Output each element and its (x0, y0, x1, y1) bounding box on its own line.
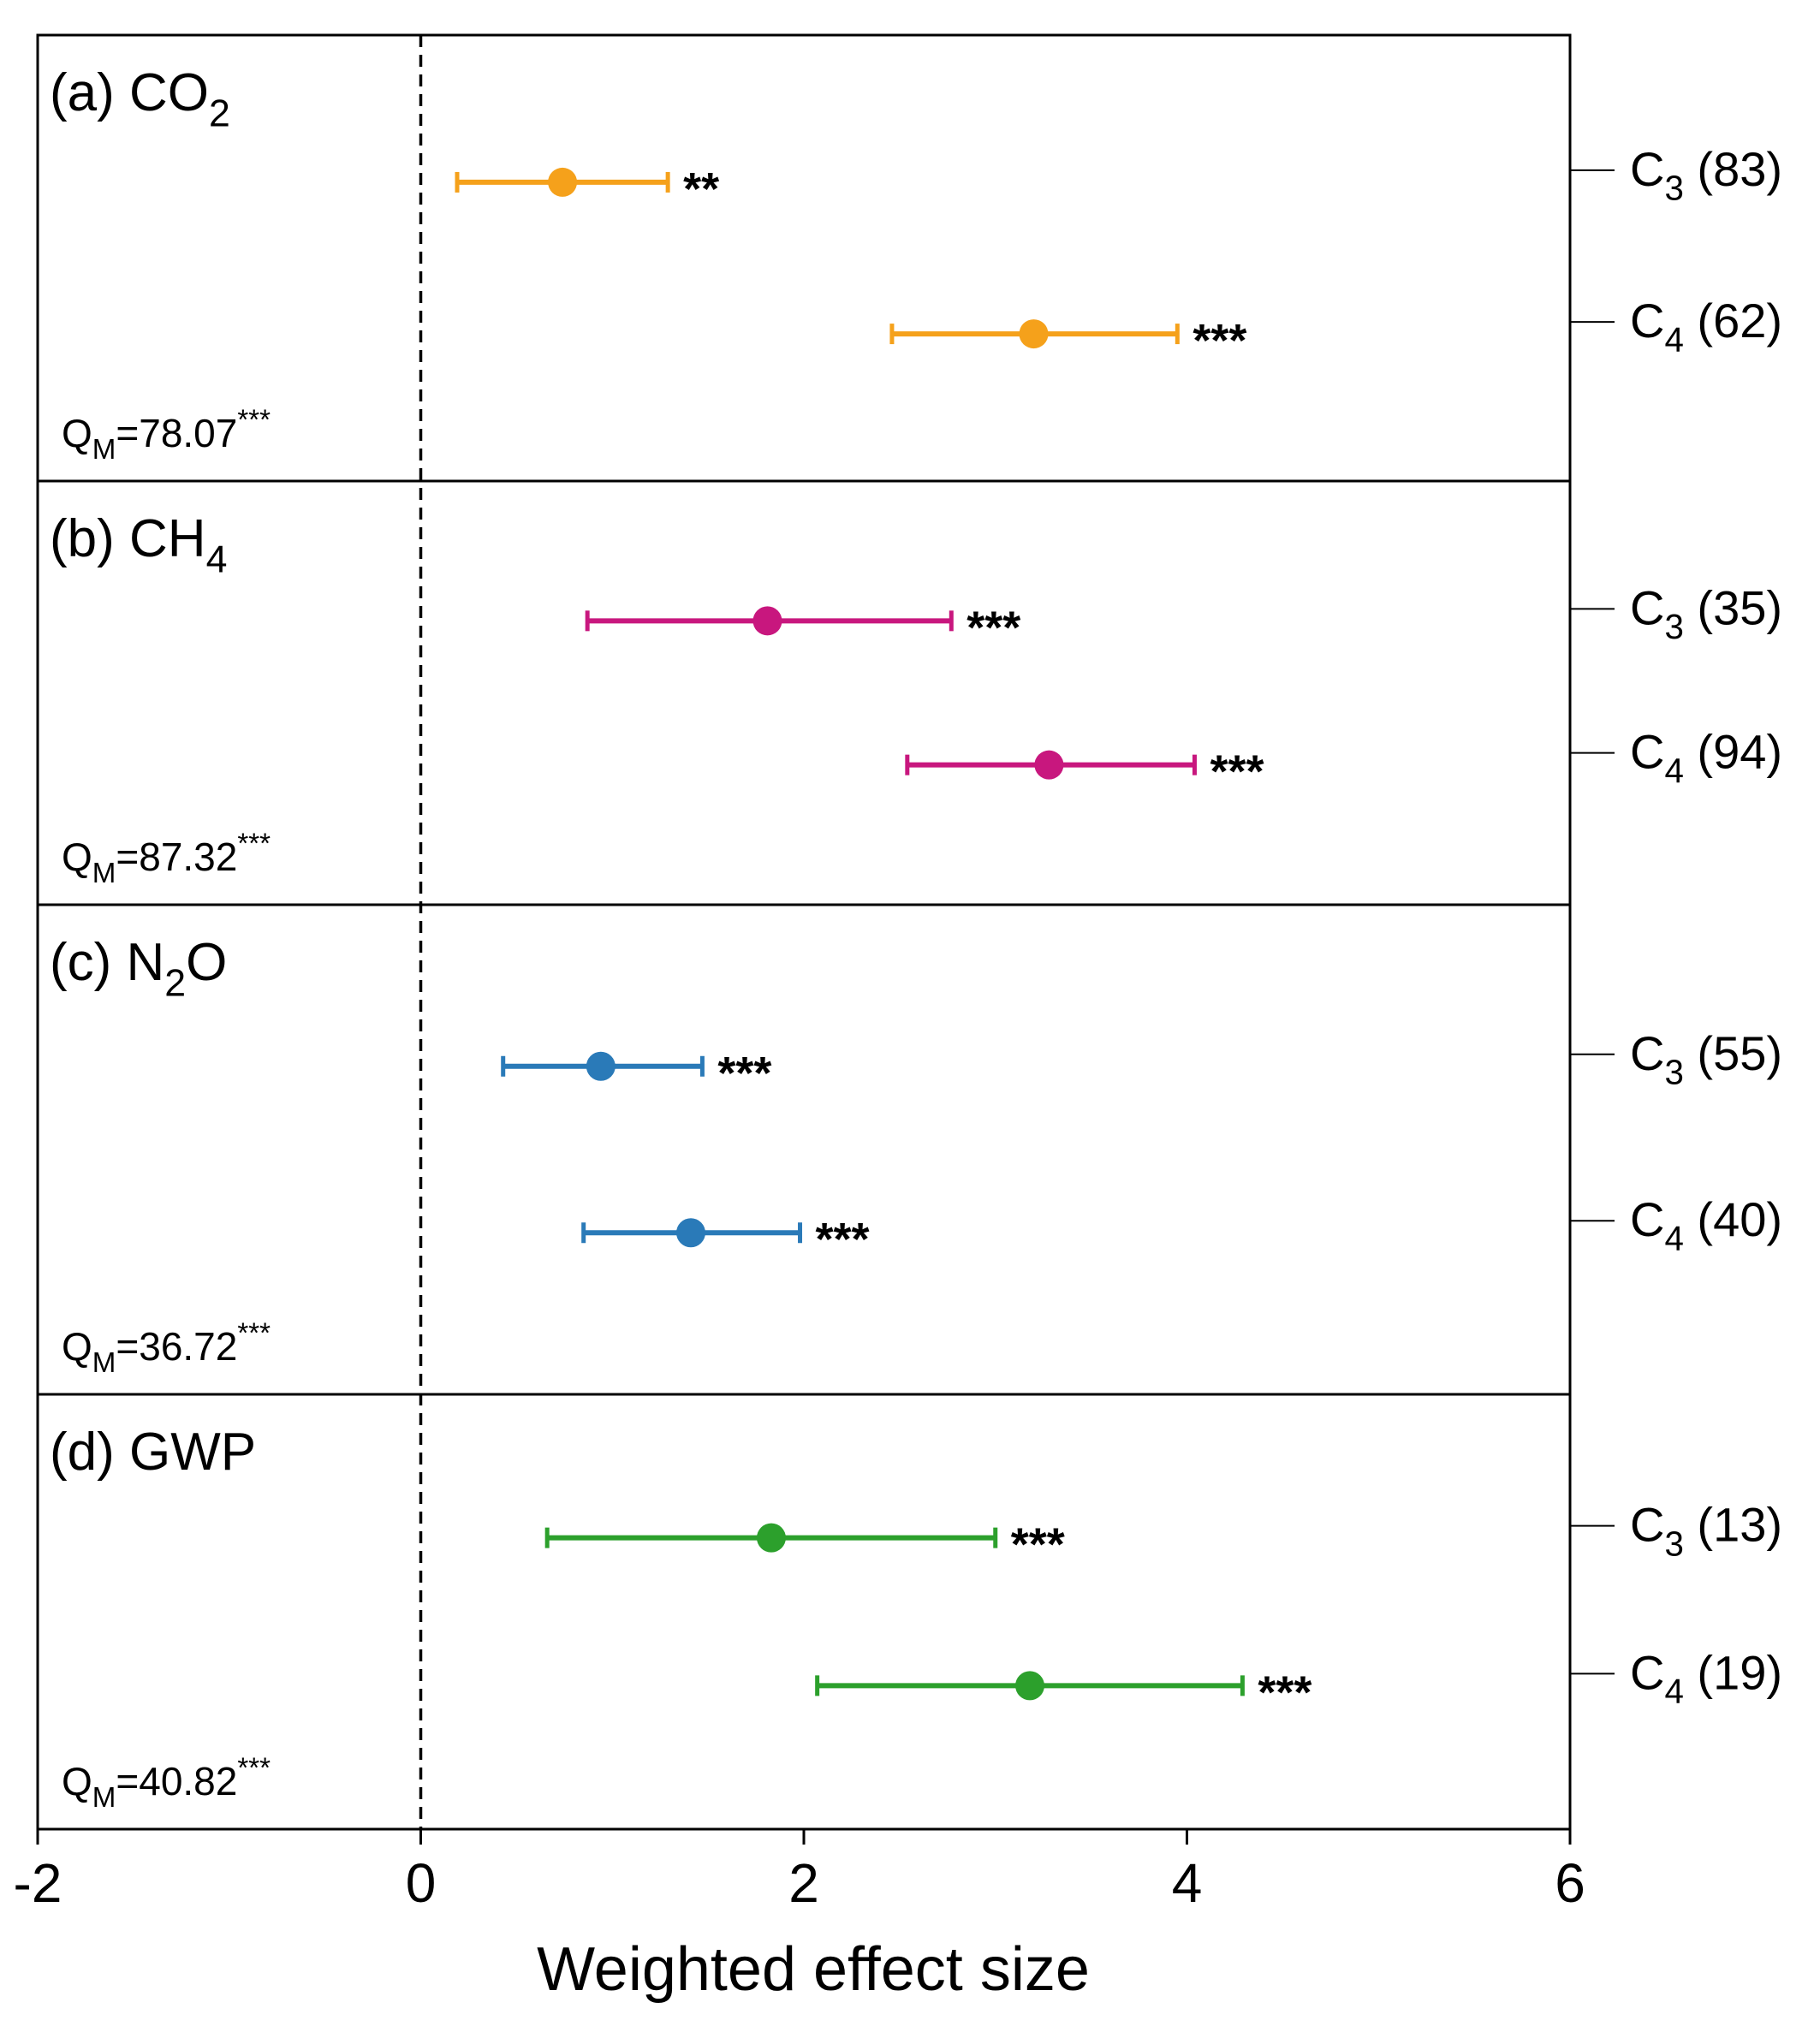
x-tick-label: 0 (406, 1852, 437, 1914)
category-label: C3 (35) (1630, 580, 1782, 646)
significance: *** (1210, 746, 1264, 798)
qm-label-part: Q (62, 835, 92, 879)
category-label-part: C (1630, 142, 1664, 196)
category-label-part: C (1630, 1498, 1664, 1552)
category-label: C4 (19) (1630, 1645, 1782, 1711)
point-estimate (1015, 1671, 1045, 1701)
panel-title: (d) GWP (50, 1423, 256, 1482)
qm-label-part: =36.72 (116, 1324, 237, 1369)
qm-label: QM=40.82*** (62, 1752, 271, 1814)
category-label-part: C (1630, 294, 1664, 348)
category-label-part: 4 (1664, 751, 1683, 790)
category-label-part: (19) (1684, 1645, 1782, 1699)
point-estimate (1019, 319, 1049, 349)
panel-title-part: O (186, 933, 227, 992)
category-label-part: C (1630, 1026, 1664, 1080)
category-label-part: 3 (1664, 607, 1683, 646)
qm-label: QM=87.32*** (62, 828, 271, 889)
significance: *** (1258, 1667, 1311, 1718)
significance: *** (816, 1214, 870, 1265)
panel-title-part: (b) CH (50, 509, 206, 568)
category-label-part: C (1630, 1192, 1664, 1246)
category-label-part: (62) (1684, 294, 1782, 348)
panel-title: (c) N2O (50, 933, 227, 1005)
qm-label-part: =78.07 (116, 411, 237, 455)
category-label-part: 4 (1664, 320, 1683, 359)
point-estimate (756, 1523, 786, 1553)
category-label: C4 (62) (1630, 294, 1782, 359)
category-label: C4 (40) (1630, 1192, 1782, 1258)
category-label-part: 3 (1664, 169, 1683, 208)
category-label-part: (35) (1684, 580, 1782, 634)
category-label-part: (83) (1684, 142, 1782, 196)
panel-title-part: 2 (209, 93, 230, 135)
significance: *** (717, 1048, 771, 1099)
category-label-part: (55) (1684, 1026, 1782, 1080)
qm-label: QM=78.07*** (62, 404, 271, 466)
qm-label-part: =40.82 (116, 1759, 237, 1803)
qm-label: QM=36.72*** (62, 1317, 271, 1379)
x-axis-label: Weighted effect size (537, 1935, 1090, 2004)
panel-title-part: (a) CO (50, 63, 209, 122)
qm-label-part: Q (62, 1759, 92, 1803)
x-tick-label: 6 (1555, 1852, 1585, 1914)
x-tick-label: -2 (14, 1852, 62, 1914)
qm-label-part: *** (237, 1317, 271, 1349)
qm-label-part: M (92, 858, 116, 889)
significance: ** (683, 163, 719, 215)
category-label: C3 (83) (1630, 142, 1782, 208)
panel-title-part: 4 (206, 539, 228, 581)
qm-label-part: Q (62, 411, 92, 455)
x-tick-label: 4 (1172, 1852, 1203, 1914)
point-estimate (752, 606, 782, 636)
qm-label-part: *** (237, 404, 271, 436)
category-label: C3 (13) (1630, 1498, 1782, 1564)
panel-title: (a) CO2 (50, 63, 230, 135)
significance: *** (1011, 1519, 1065, 1571)
category-label-part: 4 (1664, 1219, 1683, 1258)
point-estimate (1034, 750, 1064, 780)
category-label: C3 (55) (1630, 1026, 1782, 1092)
panel-title-part: 2 (164, 963, 186, 1005)
panel-title-part: (c) N (50, 933, 164, 992)
category-label-part: (40) (1684, 1192, 1782, 1246)
panel-title-part: (d) GWP (50, 1423, 256, 1482)
category-label-part: 3 (1664, 1053, 1683, 1092)
panel-title: (b) CH4 (50, 509, 227, 581)
qm-label-part: *** (237, 828, 271, 859)
qm-label-part: M (92, 1782, 116, 1814)
qm-label-part: M (92, 1347, 116, 1379)
category-label-part: 3 (1664, 1524, 1683, 1563)
qm-label-part: M (92, 434, 116, 466)
qm-label-part: *** (237, 1752, 271, 1784)
qm-label-part: =87.32 (116, 835, 237, 879)
category-label: C4 (94) (1630, 725, 1782, 791)
category-label-part: 4 (1664, 1672, 1683, 1711)
significance: *** (1193, 315, 1246, 366)
category-label-part: C (1630, 580, 1664, 634)
point-estimate (675, 1218, 705, 1248)
point-estimate (586, 1051, 616, 1081)
significance: *** (967, 602, 1020, 653)
point-estimate (548, 167, 578, 197)
qm-label-part: Q (62, 1324, 92, 1369)
category-label-part: C (1630, 725, 1664, 779)
category-label-part: (13) (1684, 1498, 1782, 1552)
x-tick-label: 2 (788, 1852, 819, 1914)
category-label-part: C (1630, 1645, 1664, 1699)
category-label-part: (94) (1684, 725, 1782, 779)
